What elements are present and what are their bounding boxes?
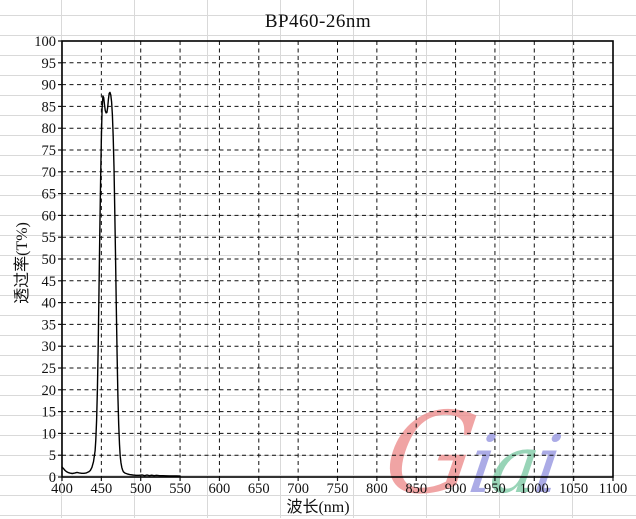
- svg-text:550: 550: [169, 481, 191, 497]
- axis-ticks: [58, 40, 614, 481]
- svg-text:800: 800: [366, 481, 388, 497]
- svg-text:10: 10: [42, 426, 57, 442]
- y-tick-labels: 0 5 10 15 20 25 30 35 40 45 50 55 60 65 70 75 80 85 90 95 10…: [34, 34, 56, 486]
- x-axis-title: 波长(nm): [286, 499, 350, 516]
- svg-text:400: 400: [51, 481, 73, 497]
- svg-text:100: 100: [34, 34, 56, 50]
- svg-text:85: 85: [42, 99, 57, 115]
- svg-text:750: 750: [327, 481, 349, 497]
- svg-text:5: 5: [49, 448, 56, 464]
- svg-text:450: 450: [90, 481, 112, 497]
- svg-text:95: 95: [42, 56, 57, 72]
- svg-text:80: 80: [42, 121, 57, 137]
- svg-text:70: 70: [42, 165, 57, 181]
- svg-text:500: 500: [130, 481, 152, 497]
- svg-text:30: 30: [42, 339, 57, 355]
- svg-text:1100: 1100: [599, 481, 627, 497]
- svg-text:60: 60: [42, 208, 57, 224]
- svg-text:900: 900: [445, 481, 467, 497]
- svg-text:20: 20: [42, 383, 57, 399]
- y-axis-title: 透过率(T%): [14, 222, 31, 304]
- x-tick-labels: 400 450 500 550 600 650 700 750 800 850 900 950 1000…: [51, 481, 627, 497]
- svg-text:65: 65: [42, 187, 57, 203]
- svg-text:40: 40: [42, 296, 57, 312]
- svg-text:35: 35: [42, 317, 57, 333]
- svg-text:90: 90: [42, 78, 57, 94]
- svg-text:600: 600: [209, 481, 231, 497]
- svg-text:650: 650: [248, 481, 270, 497]
- svg-text:15: 15: [42, 405, 57, 421]
- chart-title: BP460-26nm: [264, 11, 372, 32]
- svg-text:45: 45: [42, 274, 57, 290]
- gridlines: [62, 41, 613, 477]
- svg-text:700: 700: [287, 481, 309, 497]
- svg-text:55: 55: [42, 230, 57, 246]
- svg-text:1000: 1000: [520, 481, 549, 497]
- svg-text:0: 0: [49, 470, 56, 486]
- transmittance-curve: [61, 91, 181, 477]
- svg-text:50: 50: [42, 252, 57, 268]
- svg-text:950: 950: [484, 481, 506, 497]
- svg-text:25: 25: [42, 361, 57, 377]
- svg-text:75: 75: [42, 143, 57, 159]
- svg-text:850: 850: [405, 481, 427, 497]
- svg-text:1050: 1050: [559, 481, 588, 497]
